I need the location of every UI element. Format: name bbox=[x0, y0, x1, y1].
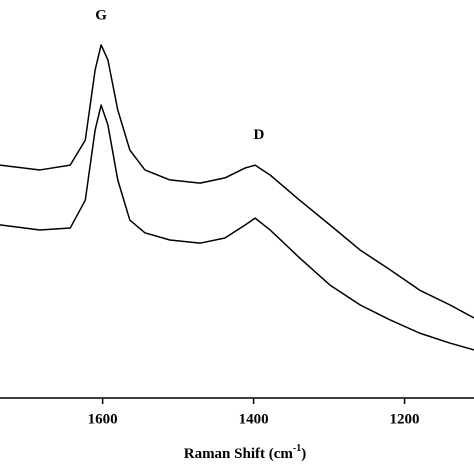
x-axis-label: Raman Shift (cm-1) bbox=[184, 443, 307, 462]
spectrum-line bbox=[0, 104, 474, 351]
peak-label: G bbox=[95, 7, 107, 23]
x-axis-label-end: ) bbox=[301, 446, 306, 462]
peak-label: D bbox=[253, 127, 264, 143]
x-axis-label-sup: -1 bbox=[293, 443, 301, 454]
x-tick-label: 1600 bbox=[88, 411, 118, 427]
spectrum-line bbox=[0, 44, 474, 319]
x-tick-label: 1400 bbox=[239, 411, 269, 427]
x-tick-label: 1200 bbox=[390, 411, 420, 427]
x-axis-label-main: Raman Shift (cm bbox=[184, 446, 294, 462]
